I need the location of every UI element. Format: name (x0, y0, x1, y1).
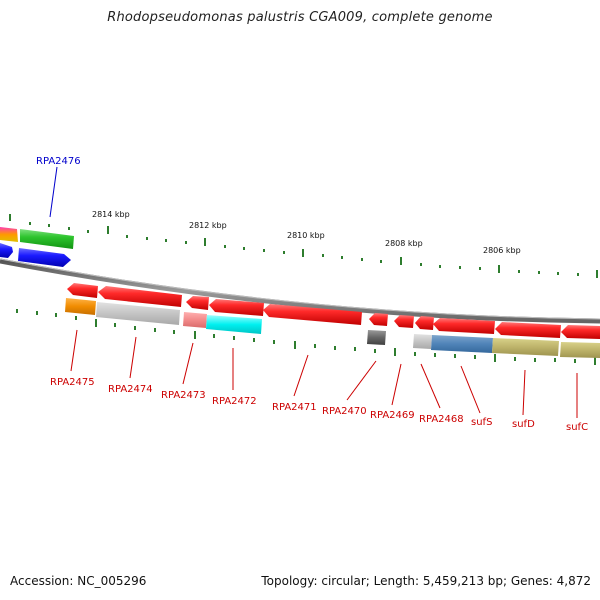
gene-label-rpa2474[interactable]: RPA2474 (108, 384, 153, 395)
gene-partial-left-rainbow[interactable] (0, 227, 18, 242)
leader-sufs (460, 365, 481, 414)
feature-bars (65, 298, 600, 358)
gene-sufc-arrow[interactable] (561, 325, 600, 339)
feature-rpa2475-orange[interactable] (65, 298, 96, 315)
figure-title: Rhodopseudomonas palustris CGA009, compl… (107, 10, 493, 25)
leader-rpa2470 (346, 360, 377, 401)
gene-sufs-arrow[interactable] (433, 318, 495, 334)
gene-rpa2476-green[interactable] (20, 229, 74, 249)
leader-rpa2471 (293, 354, 309, 397)
gene-rpa2471-arrow[interactable] (263, 304, 362, 325)
gene-rpa2473-arrow[interactable] (186, 296, 209, 310)
leader-rpa2476 (49, 166, 58, 218)
ruler-label-2814: 2814 kbp (92, 210, 130, 219)
ruler-label-2806: 2806 kbp (483, 246, 521, 255)
feature-rpa2470-dark[interactable] (367, 330, 386, 345)
gene-label-sufd[interactable]: sufD (512, 419, 535, 430)
genome-backbone-highlight (0, 258, 600, 320)
gene-label-rpa2469[interactable]: RPA2469 (370, 410, 415, 421)
forward-strand-genes (0, 227, 74, 267)
feature-rpa2468-grey[interactable] (413, 334, 432, 349)
leader-sufd (522, 369, 526, 416)
feature-rpa2474-grey[interactable] (96, 302, 180, 325)
feature-sufd-khaki[interactable] (492, 338, 559, 356)
gene-label-rpa2472[interactable]: RPA2472 (212, 396, 257, 407)
gene-sufd-arrow[interactable] (495, 322, 561, 338)
inner-ruler-ticks (16, 309, 596, 365)
ruler-label-2812: 2812 kbp (189, 221, 227, 230)
leader-rpa2474 (129, 336, 137, 379)
gene-label-rpa2470[interactable]: RPA2470 (322, 406, 367, 417)
genome-summary-text: Topology: circular; Length: 5,459,213 bp… (261, 574, 591, 588)
ruler-labels: 2814 kbp 2812 kbp 2810 kbp 2808 kbp 2806… (92, 210, 521, 255)
gene-rpa2470-arrow[interactable] (369, 313, 388, 326)
leader-rpa2473 (182, 342, 194, 385)
gene-rpa2472-arrow[interactable] (209, 299, 264, 316)
gene-labels: RPA2476 RPA2475 RPA2474 RPA2473 RPA2472 … (36, 156, 588, 433)
ruler-label-2808: 2808 kbp (385, 239, 423, 248)
ruler-label-2810: 2810 kbp (287, 231, 325, 240)
feature-sufc-khaki[interactable] (560, 342, 600, 358)
outer-ruler-ticks (9, 214, 598, 278)
feature-rpa2472-cyan[interactable] (206, 315, 262, 334)
gene-label-rpa2468[interactable]: RPA2468 (419, 414, 464, 425)
leader-lines (49, 166, 578, 418)
feature-rpa2473-pink[interactable] (183, 312, 207, 328)
leader-rpa2468 (420, 363, 441, 409)
accession-text: Accession: NC_005296 (10, 574, 147, 588)
gene-rpa2474-arrow[interactable] (98, 286, 182, 307)
gene-label-rpa2473[interactable]: RPA2473 (161, 390, 206, 401)
gene-label-rpa2475[interactable]: RPA2475 (50, 377, 95, 388)
gene-rpa2468-arrow[interactable] (415, 316, 434, 330)
reverse-strand-genes (67, 283, 600, 339)
leader-rpa2469 (391, 363, 402, 406)
gene-label-sufs[interactable]: sufS (471, 417, 492, 428)
genome-backbone (0, 258, 600, 324)
leader-rpa2475 (70, 329, 78, 372)
gene-rpa2475-arrow[interactable] (67, 283, 98, 298)
gene-label-sufc[interactable]: sufC (566, 422, 588, 433)
gene-label-rpa2471[interactable]: RPA2471 (272, 402, 317, 413)
gene-label-rpa2476[interactable]: RPA2476 (36, 156, 81, 167)
gene-rpa2476-blue[interactable] (18, 248, 71, 267)
gene-blue-partial[interactable] (0, 243, 13, 258)
gene-rpa2469-arrow[interactable] (394, 315, 414, 328)
feature-sufs-steel[interactable] (431, 335, 493, 353)
